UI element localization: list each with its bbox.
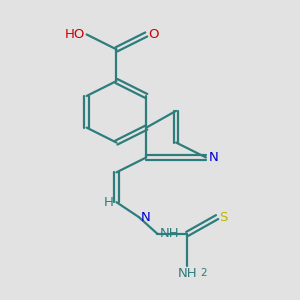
Text: O: O (148, 28, 159, 41)
Text: HO: HO (64, 28, 85, 41)
Text: NH: NH (178, 267, 197, 280)
Text: S: S (220, 211, 228, 224)
Text: N: N (141, 211, 151, 224)
Text: N: N (208, 151, 218, 164)
Text: NH: NH (160, 227, 179, 240)
Text: H: H (104, 196, 114, 209)
Text: 2: 2 (200, 268, 207, 278)
